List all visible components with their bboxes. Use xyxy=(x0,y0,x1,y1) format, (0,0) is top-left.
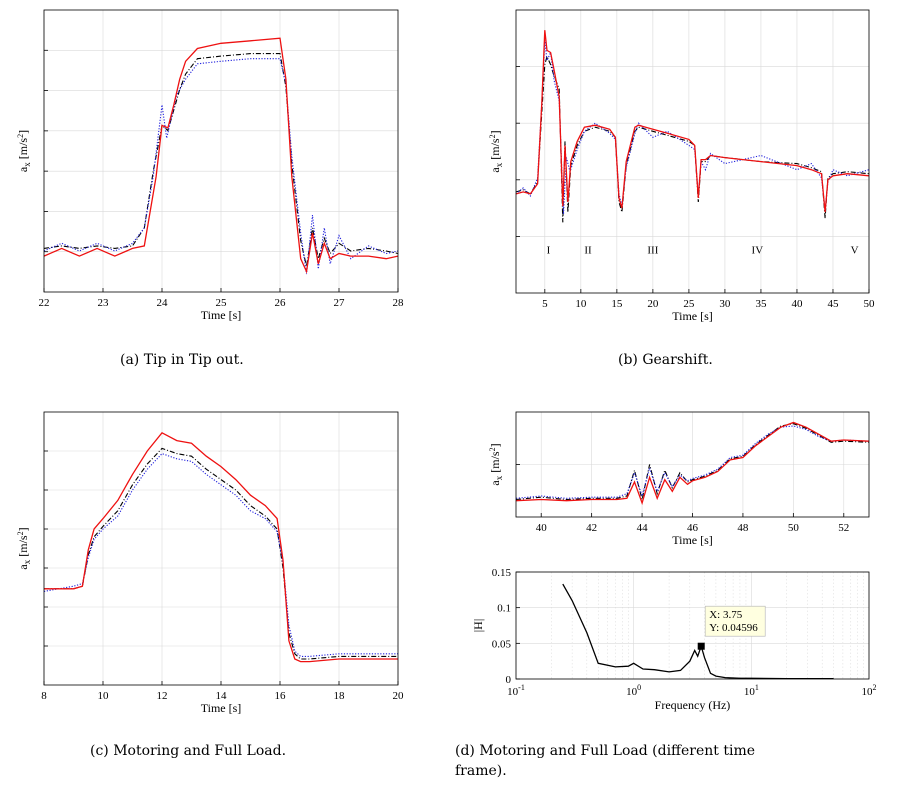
x-tick-label: 40 xyxy=(536,522,548,534)
region-label: II xyxy=(584,244,592,256)
x-tick-label: 42 xyxy=(586,522,597,534)
x-tick-label: 40 xyxy=(791,298,803,310)
chart-c: 8 10 12 14 16 18 20 Time [s] ax [m/s2] xyxy=(16,411,405,715)
x-tick-label: 45 xyxy=(827,298,839,310)
region-label: III xyxy=(647,244,658,256)
x-tick-label: 10 xyxy=(575,298,587,310)
y-axis-label: ax [m/s2] xyxy=(488,130,504,172)
x-axis-label: Time [s] xyxy=(672,309,713,323)
x-tick-label: 30 xyxy=(719,298,731,310)
x-tick-label: 102 xyxy=(862,683,877,698)
plot-frame xyxy=(515,571,870,680)
y-tick-label: 0.15 xyxy=(492,567,512,579)
x-tick-label: 27 xyxy=(334,297,346,309)
x-tick-label: 25 xyxy=(683,298,695,310)
x-tick-label: 10 xyxy=(98,690,110,702)
caption-b: (b) Gearshift. xyxy=(618,352,713,368)
series-line-black xyxy=(516,54,869,223)
series-line-red xyxy=(516,421,869,506)
region-label: V xyxy=(851,244,859,256)
y-tick-label: 0.05 xyxy=(492,638,512,650)
x-axis-label: Time [s] xyxy=(201,701,242,715)
series-line-black xyxy=(44,447,398,660)
y-axis-label: ax [m/s2] xyxy=(16,527,32,569)
y-axis-label: |H| xyxy=(471,619,485,632)
x-tick-label: 101 xyxy=(744,683,759,698)
x-tick-label: 50 xyxy=(788,522,800,534)
caption-d-line2: frame). xyxy=(455,763,507,779)
y-tick-label: 0.1 xyxy=(497,603,511,615)
x-tick-label: 24 xyxy=(157,297,169,309)
series-line-red xyxy=(44,37,398,274)
x-tick-label: 18 xyxy=(334,690,346,702)
caption-c: (c) Motoring and Full Load. xyxy=(90,743,287,759)
x-tick-label: 100 xyxy=(626,683,641,698)
x-axis-label: Frequency (Hz) xyxy=(655,698,731,712)
series-line-red xyxy=(516,30,869,213)
series-line-blue xyxy=(44,58,398,275)
series-line-blue xyxy=(516,425,869,499)
series-line-red xyxy=(44,431,398,663)
x-tick-label: 16 xyxy=(275,690,287,702)
x-tick-label: 35 xyxy=(755,298,767,310)
caption-a: (a) Tip in Tip out. xyxy=(120,352,244,368)
x-tick-label: 5 xyxy=(542,298,548,310)
x-tick-label: 10-1 xyxy=(507,683,525,698)
y-axis-label: ax [m/s2] xyxy=(16,130,32,172)
x-tick-label: 20 xyxy=(393,690,405,702)
x-axis-label: Time [s] xyxy=(201,308,242,322)
datatip-box xyxy=(704,605,766,637)
x-tick-label: 50 xyxy=(864,298,876,310)
chart-d-time: 40 42 44 46 48 50 52 Time [s] ax [m/s2] xyxy=(488,411,870,547)
x-tick-label: 25 xyxy=(216,297,228,309)
chart-a: 22 23 24 25 26 27 28 Time [s] ax [m/s2] xyxy=(16,9,405,322)
x-tick-label: 8 xyxy=(41,690,47,702)
x-tick-label: 23 xyxy=(98,297,110,309)
x-tick-label: 52 xyxy=(838,522,849,534)
x-axis-label: Time [s] xyxy=(672,533,713,547)
series-line-black xyxy=(562,583,834,679)
caption-d-line1: (d) Motoring and Full Load (different ti… xyxy=(455,743,756,759)
plot-frame xyxy=(515,9,870,294)
datatip-marker xyxy=(697,642,705,650)
series-group xyxy=(516,30,869,223)
datatip-y: Y: 0.04596 xyxy=(709,622,758,634)
x-tick-label: 12 xyxy=(157,690,168,702)
x-tick-label: 20 xyxy=(647,298,659,310)
x-tick-label: 15 xyxy=(611,298,623,310)
x-tick-label: 46 xyxy=(687,522,699,534)
series-group xyxy=(562,583,834,679)
series-line-blue xyxy=(44,452,398,657)
x-tick-label: 14 xyxy=(216,690,228,702)
x-tick-label: 44 xyxy=(637,522,649,534)
region-label: I xyxy=(547,244,551,256)
y-axis-label: ax [m/s2] xyxy=(488,443,504,485)
series-line-black xyxy=(516,423,869,501)
x-tick-label: 22 xyxy=(39,297,50,309)
y-tick-label: 0 xyxy=(506,674,512,686)
x-tick-label: 48 xyxy=(737,522,749,534)
x-tick-label: 26 xyxy=(275,297,287,309)
series-group xyxy=(44,431,398,663)
region-label: IV xyxy=(752,244,764,256)
datatip-x: X: 3.75 xyxy=(709,609,743,621)
series-group xyxy=(44,37,398,275)
x-tick-label: 28 xyxy=(393,297,405,309)
chart-d-freq: 10-1 100 101 102 0 0.05 0.1 0.15 Frequency (Hz) |… xyxy=(471,567,877,712)
series-group xyxy=(516,421,869,506)
